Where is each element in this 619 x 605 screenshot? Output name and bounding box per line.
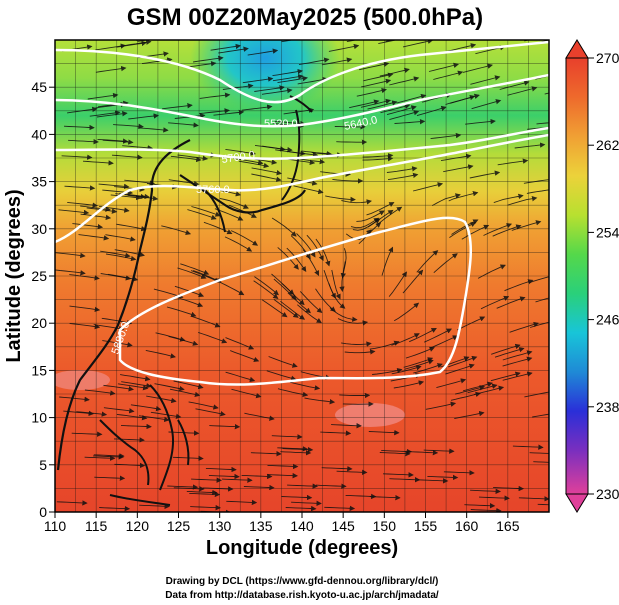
x-tick-label: 140: [290, 518, 314, 534]
x-tick-label: 130: [208, 518, 232, 534]
y-tick-label: 15: [31, 362, 47, 378]
y-tick-label: 45: [31, 79, 47, 95]
y-tick-label: 25: [31, 268, 47, 284]
y-tick-label: 30: [31, 221, 47, 237]
x-tick-label: 160: [455, 518, 479, 534]
colorbar-ticks: 270 262 254 246 238 230: [588, 50, 619, 502]
credit-data: Data from http://database.rish.kyoto-u.a…: [165, 590, 439, 601]
y-axis-ticks: 0 5 10 15 20 25 30 35 40 45: [31, 79, 55, 520]
y-tick-label: 0: [39, 504, 47, 520]
graticule: [55, 40, 549, 512]
colorbar-bottom-arrow: [565, 493, 589, 513]
x-tick-label: 110: [44, 518, 67, 534]
colorbar-tick-label: 270: [596, 50, 619, 66]
x-axis-label: Longitude (degrees): [206, 537, 398, 559]
x-tick-label: 150: [373, 518, 397, 534]
y-tick-label: 10: [31, 410, 47, 426]
y-tick-label: 40: [31, 126, 47, 142]
warm-patch: [335, 403, 405, 427]
x-tick-label: 120: [126, 518, 150, 534]
x-tick-label: 165: [496, 518, 520, 534]
colorbar-tick-label: 230: [596, 486, 619, 502]
colorbar-tick-label: 246: [596, 312, 619, 328]
x-tick-label: 135: [249, 518, 273, 534]
contour-label: 5700.0: [221, 149, 256, 166]
contour-label: 5760.0: [196, 184, 230, 196]
x-tick-label: 125: [167, 518, 191, 534]
y-tick-label: 20: [31, 315, 47, 331]
colorbar-tick-label: 254: [596, 224, 619, 240]
x-axis-ticks: 110 115 120 125 130 135 140 145 150 155 160 165: [44, 512, 520, 534]
x-tick-label: 115: [85, 518, 108, 534]
colorbar-top-arrow: [565, 39, 589, 59]
credit-drawing: Drawing by DCL (https://www.gfd-dennou.o…: [166, 576, 439, 587]
colorbar: 270 262 254 246 238 230: [565, 39, 619, 513]
x-tick-label: 155: [414, 518, 438, 534]
geopotential-contours: [55, 40, 549, 386]
colorbar-tick-label: 262: [596, 137, 619, 153]
y-tick-label: 35: [31, 174, 47, 190]
colorbar-scale: [565, 57, 589, 495]
y-tick-label: 5: [39, 457, 47, 473]
chart-title: GSM 00Z20May2025 (500.0hPa): [127, 4, 483, 31]
colorbar-tick-label: 238: [596, 399, 619, 415]
y-axis-label: Latitude (degrees): [3, 189, 25, 362]
x-tick-label: 145: [331, 518, 355, 534]
contour-label: 5520.0: [264, 118, 298, 130]
map-plot-area: 5520.0 5640.0 5700.0 5760.0 5880.0: [55, 40, 549, 512]
